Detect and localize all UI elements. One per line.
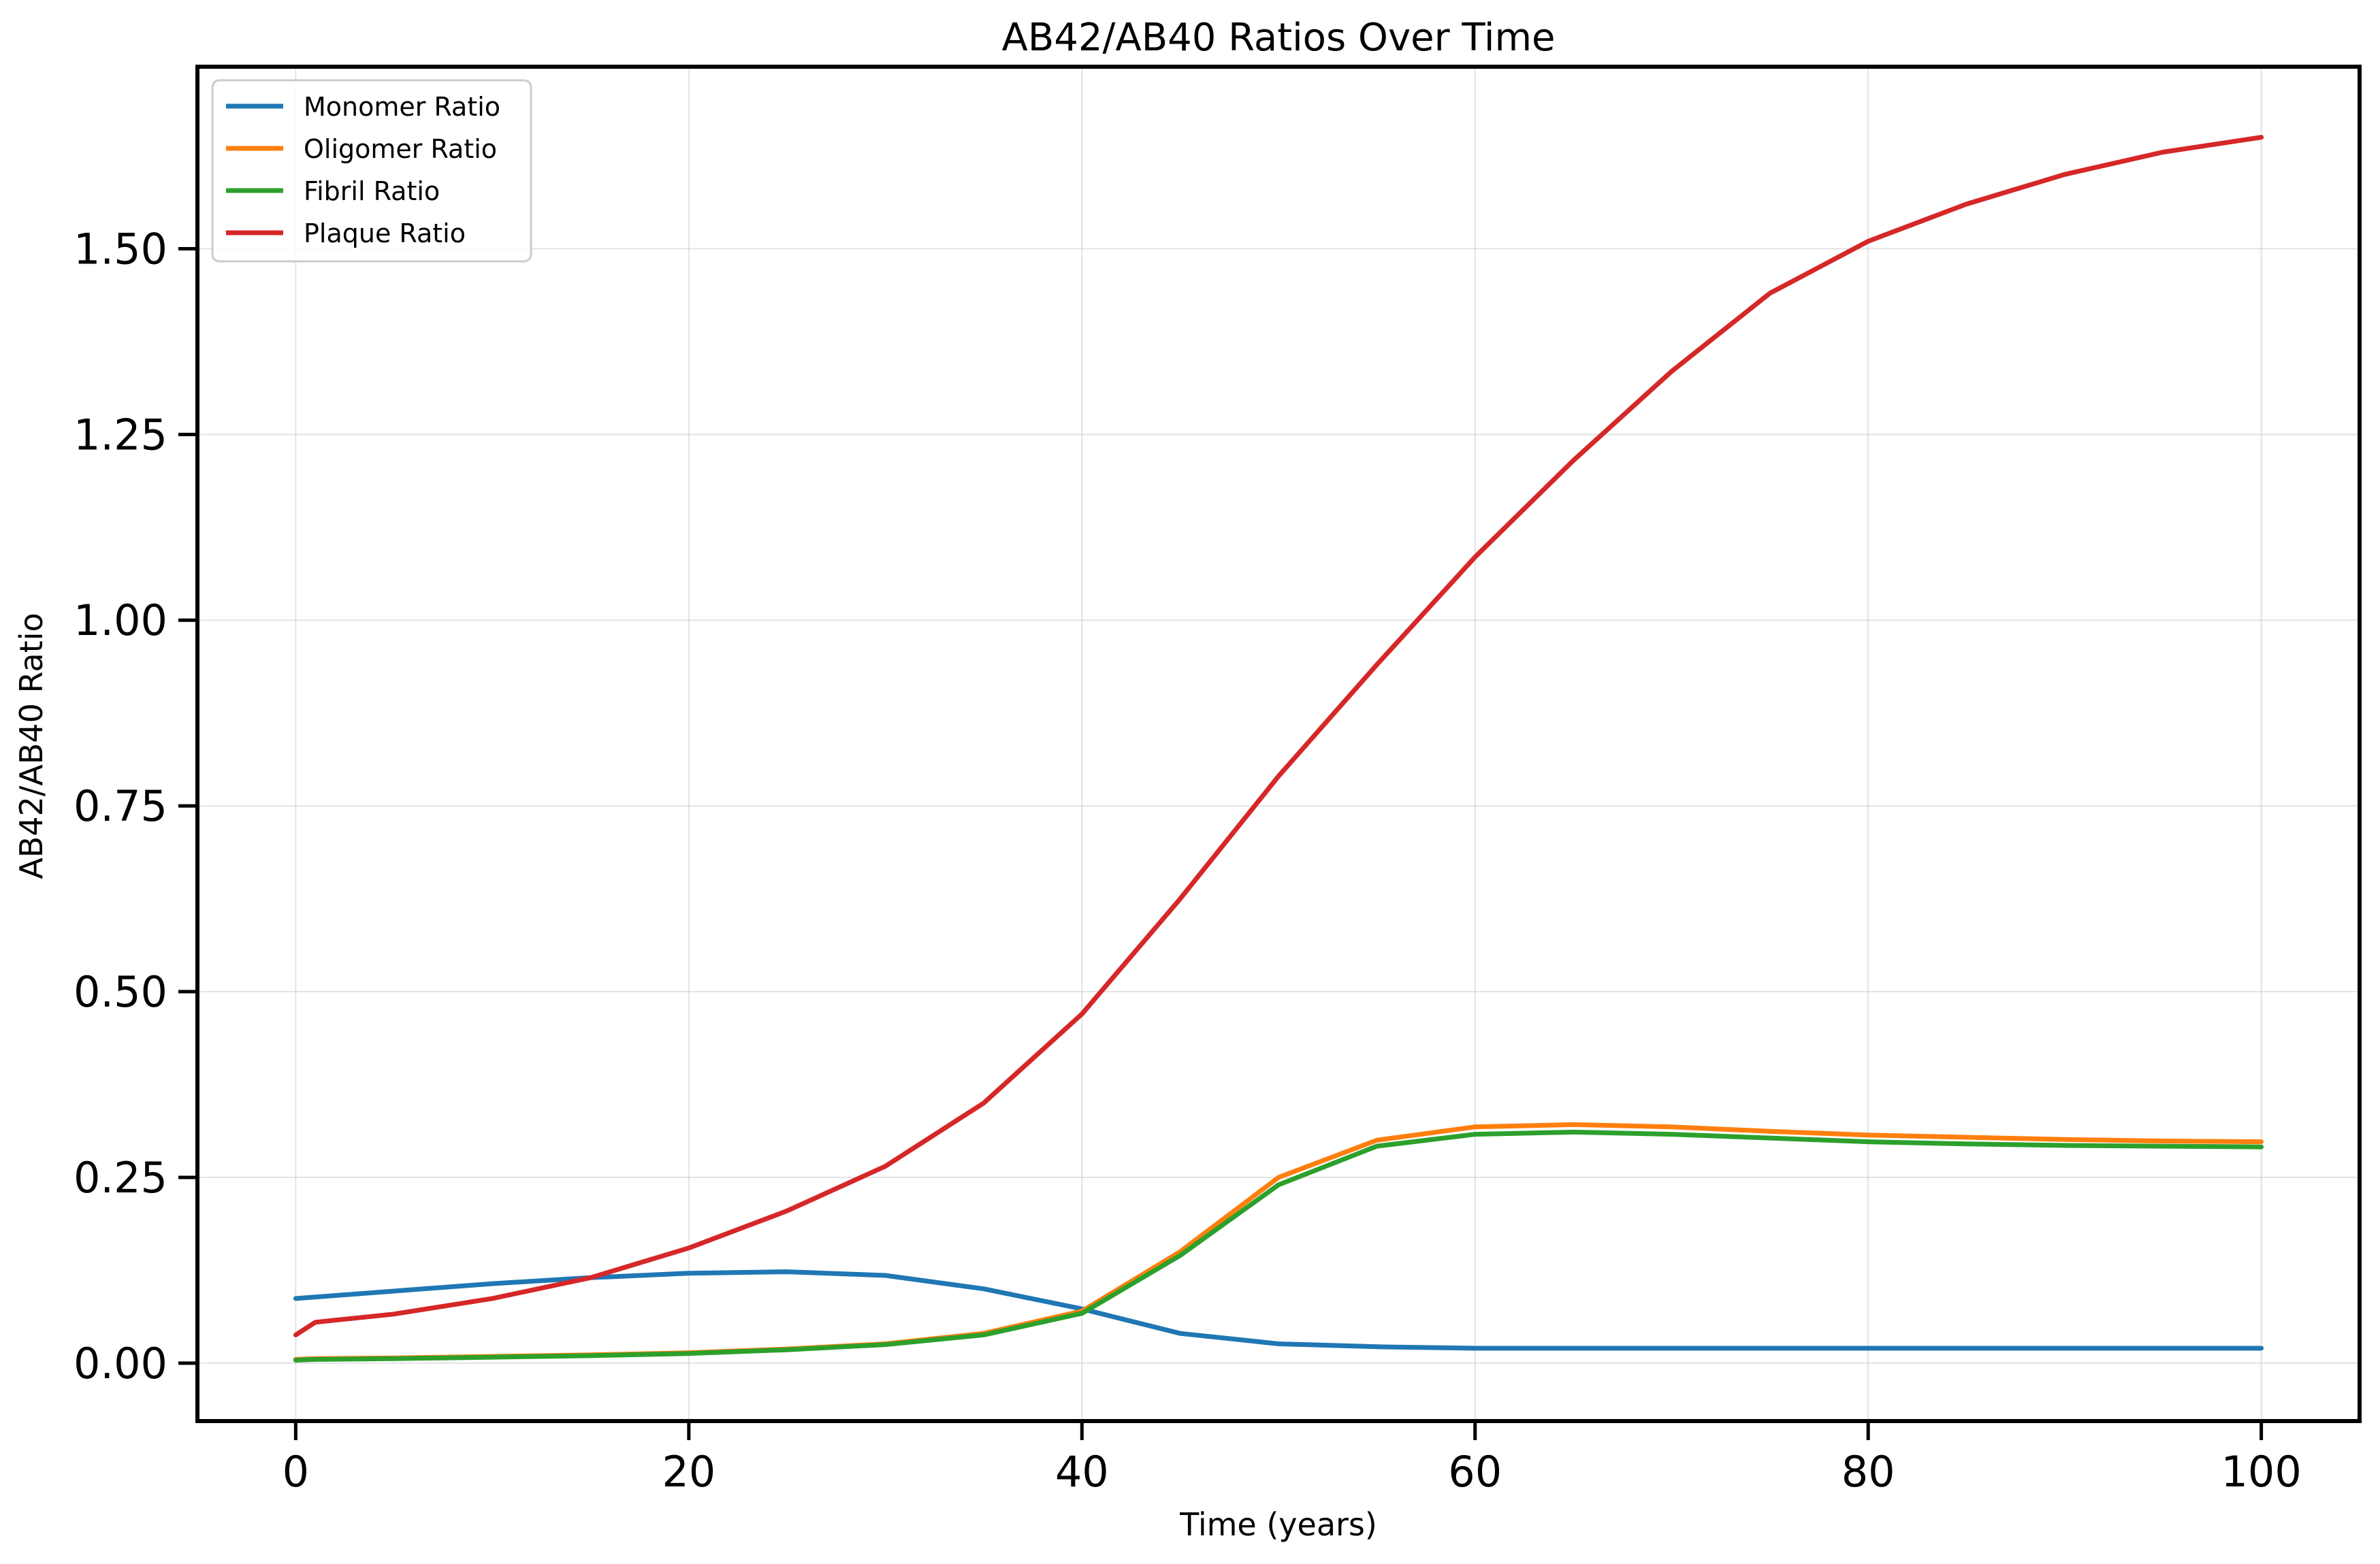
x-tick-label: 20 — [662, 1447, 715, 1497]
x-ticks: 0 20 40 60 80 100 — [283, 1421, 2302, 1497]
x-tick-label: 100 — [2221, 1447, 2301, 1497]
y-axis-label: AB42/AB40 Ratio — [13, 613, 50, 879]
legend-entry: Plaque Ratio — [304, 218, 466, 248]
y-tick-label: 1.50 — [74, 224, 167, 274]
grid — [197, 67, 2360, 1421]
series-line-monomer-ratio — [293, 1269, 2264, 1351]
x-axis-label: Time (years) — [1179, 1506, 1377, 1543]
x-tick-label: 80 — [1842, 1447, 1895, 1497]
y-tick-label: 0.50 — [74, 967, 167, 1017]
x-tick-label: 0 — [283, 1447, 309, 1497]
plot-frame — [195, 65, 2362, 1423]
legend-entry: Fibril Ratio — [304, 176, 440, 206]
legend-box — [211, 79, 532, 263]
legend: Monomer Ratio Oligomer Ratio Fibril Ratio P… — [211, 79, 532, 263]
legend-entry: Oligomer Ratio — [304, 134, 497, 164]
chart-title: AB42/AB40 Ratios Over Time — [1002, 16, 1556, 60]
legend-entry: Monomer Ratio — [304, 92, 500, 122]
series-line-fibril-ratio — [293, 1129, 2264, 1363]
y-tick-label: 0.25 — [74, 1153, 167, 1203]
x-tick-label: 60 — [1448, 1447, 1502, 1497]
series-line-plaque-ratio — [293, 135, 2264, 1337]
y-ticks: 0.00 0.25 0.50 0.75 1.00 1.25 1.50 — [74, 224, 197, 1388]
series-layer — [293, 135, 2264, 1363]
x-tick-label: 40 — [1055, 1447, 1109, 1497]
y-tick-label: 1.00 — [74, 596, 167, 645]
y-tick-label: 0.75 — [74, 781, 167, 831]
y-tick-label: 0.00 — [74, 1339, 167, 1388]
y-tick-label: 1.25 — [74, 410, 167, 459]
plot-area — [197, 67, 2360, 1421]
